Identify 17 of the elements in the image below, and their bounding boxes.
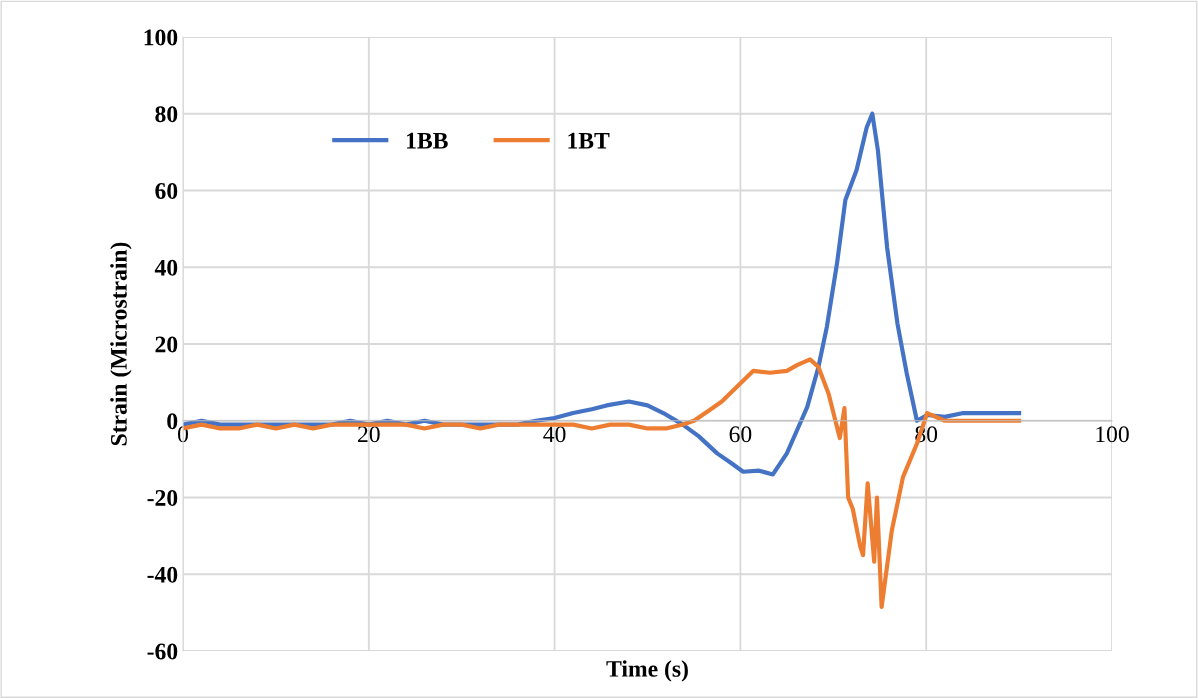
- y-tick-label: 100: [144, 29, 178, 46]
- y-tick-label: 0: [167, 413, 178, 430]
- x-tick-label: 100: [1096, 426, 1129, 443]
- legend-label: 1BT: [568, 132, 610, 149]
- x-tick-label: 40: [543, 426, 566, 443]
- x-tick-label: 60: [729, 426, 752, 443]
- y-tick-label: 20: [155, 336, 178, 353]
- legend-label: 1BB: [407, 132, 448, 149]
- y-tick-label: -40: [147, 566, 178, 583]
- y-tick-label: 40: [154, 259, 178, 276]
- y-axis-title: Strain (Microstrain): [110, 242, 132, 446]
- y-tick-label: -60: [147, 643, 178, 660]
- y-tick-label: -20: [147, 489, 178, 506]
- x-tick-label: 20: [358, 426, 380, 443]
- x-axis-title: Time (s): [606, 660, 688, 682]
- y-tick-label: 80: [155, 106, 178, 123]
- y-tick-label: 60: [155, 182, 178, 199]
